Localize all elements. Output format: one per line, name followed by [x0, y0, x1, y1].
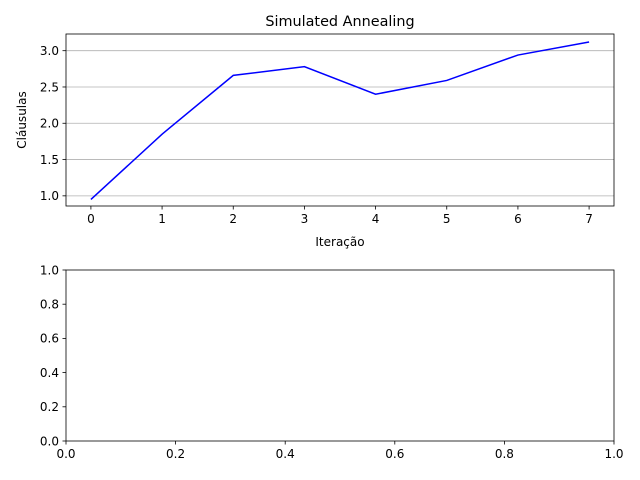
top-chart-x-tick-label: 2: [229, 212, 237, 226]
bottom-chart-y-tick-label: 0.2: [40, 400, 59, 414]
bottom-chart-plot-frame: [65, 269, 615, 442]
top-chart-grid: [66, 50, 614, 197]
top-chart-x-tick-label: 3: [301, 212, 309, 226]
top-chart-y-ticks: 1.0 1.5 2.0 2.5 3.0: [40, 44, 66, 203]
top-chart-title: Simulated Annealing: [265, 14, 414, 30]
top-chart-y-tick-label: 1.0: [40, 189, 59, 203]
bottom-chart-x-tick-label: 0.2: [166, 447, 185, 461]
top-chart-y-tick-label: 3.0: [40, 44, 59, 58]
top-chart-x-ticks: 0 1 2 3 4 5 6 7: [87, 206, 593, 226]
bottom-chart-x-tick-label: 0.8: [495, 447, 514, 461]
top-chart: 0 1 2 3 4 5 6 7 1.0 1.5 2.0 2.5 3.0 Simulated Annea…: [15, 14, 615, 249]
bottom-chart-x-tick-label: 1.0: [604, 447, 623, 461]
top-chart-x-tick-label: 6: [514, 212, 522, 226]
bottom-chart-y-tick-label: 1.0: [40, 263, 59, 277]
bottom-chart-y-tick-label: 0.6: [40, 332, 59, 346]
bottom-chart-x-ticks: 0.0 0.2 0.4 0.6 0.8 1.0: [56, 441, 624, 461]
bottom-chart-x-tick-label: 0.0: [56, 447, 75, 461]
bottom-chart-y-tick-label: 0.4: [40, 366, 59, 380]
top-chart-y-tick-label: 1.5: [40, 153, 59, 167]
top-chart-plot-frame: [65, 33, 615, 207]
bottom-chart-y-ticks: 0.0 0.2 0.4 0.6 0.8 1.0: [40, 263, 66, 448]
top-chart-series-line: [90, 41, 590, 201]
top-chart-x-tick-label: 0: [87, 212, 95, 226]
bottom-chart-x-tick-label: 0.6: [385, 447, 404, 461]
top-chart-x-tick-label: 4: [372, 212, 380, 226]
bottom-chart-x-tick-label: 0.4: [276, 447, 295, 461]
top-chart-y-tick-label: 2.0: [40, 117, 59, 131]
top-chart-x-axis-label: Iteração: [315, 235, 364, 249]
top-chart-x-tick-label: 5: [443, 212, 451, 226]
top-chart-y-axis-label: Cláusulas: [15, 91, 29, 148]
bottom-chart: 0.0 0.2 0.4 0.6 0.8 1.0 0.0 0.2 0.4 0.6 0.8 1.0: [40, 263, 624, 461]
bottom-chart-y-tick-label: 0.0: [40, 434, 59, 448]
top-chart-y-tick-label: 2.5: [40, 80, 59, 94]
top-chart-x-tick-label: 1: [158, 212, 166, 226]
bottom-chart-y-tick-label: 0.8: [40, 298, 59, 312]
top-chart-x-tick-label: 7: [585, 212, 593, 226]
